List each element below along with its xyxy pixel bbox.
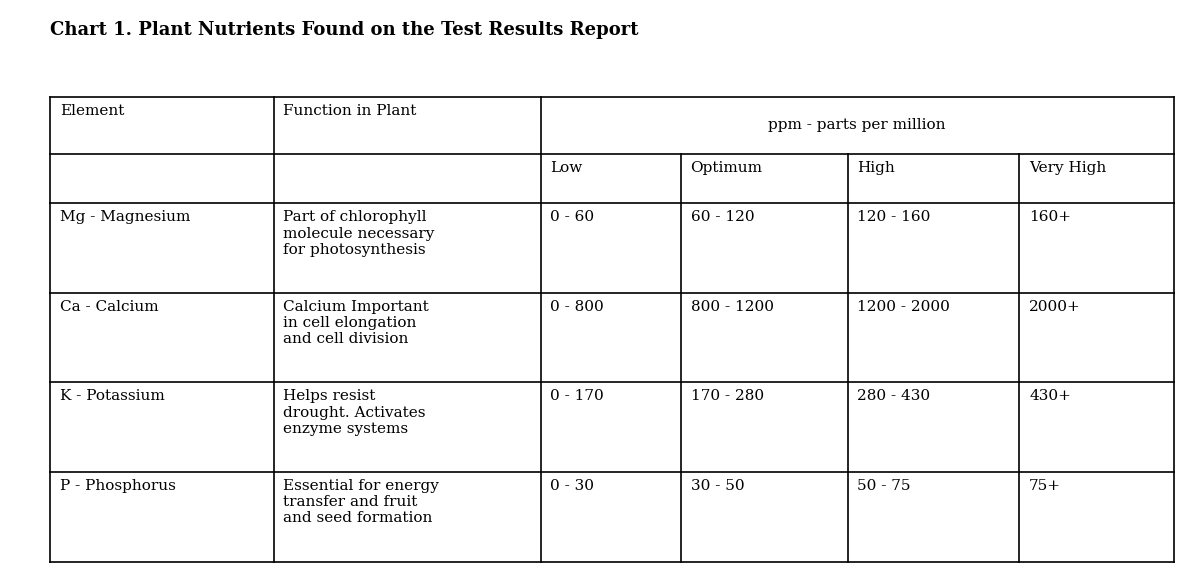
Text: Mg - Magnesium: Mg - Magnesium bbox=[60, 211, 191, 225]
Text: ppm - parts per million: ppm - parts per million bbox=[768, 118, 946, 132]
Text: 0 - 800: 0 - 800 bbox=[550, 300, 604, 314]
Text: Helps resist
drought. Activates
enzyme systems: Helps resist drought. Activates enzyme s… bbox=[283, 389, 426, 436]
Text: Low: Low bbox=[550, 161, 582, 175]
Text: Chart 1. Plant Nutrients Found on the Test Results Report: Chart 1. Plant Nutrients Found on the Te… bbox=[50, 21, 638, 39]
Text: 60 - 120: 60 - 120 bbox=[690, 211, 754, 225]
Text: High: High bbox=[857, 161, 895, 175]
Text: Ca - Calcium: Ca - Calcium bbox=[60, 300, 158, 314]
Text: Part of chlorophyll
molecule necessary
for photosynthesis: Part of chlorophyll molecule necessary f… bbox=[283, 211, 434, 257]
Text: Optimum: Optimum bbox=[690, 161, 762, 175]
Text: 75+: 75+ bbox=[1030, 479, 1061, 493]
Text: Very High: Very High bbox=[1030, 161, 1106, 175]
Text: 0 - 170: 0 - 170 bbox=[550, 389, 604, 403]
Text: 2000+: 2000+ bbox=[1030, 300, 1081, 314]
Text: 30 - 50: 30 - 50 bbox=[690, 479, 744, 493]
Text: P - Phosphorus: P - Phosphorus bbox=[60, 479, 176, 493]
Text: Element: Element bbox=[60, 104, 125, 118]
Text: 1200 - 2000: 1200 - 2000 bbox=[857, 300, 950, 314]
Text: 170 - 280: 170 - 280 bbox=[690, 389, 763, 403]
Text: Function in Plant: Function in Plant bbox=[283, 104, 416, 118]
Text: 430+: 430+ bbox=[1030, 389, 1070, 403]
Text: Calcium Important
in cell elongation
and cell division: Calcium Important in cell elongation and… bbox=[283, 300, 428, 346]
Text: Essential for energy
transfer and fruit
and seed formation: Essential for energy transfer and fruit … bbox=[283, 479, 439, 526]
Text: 280 - 430: 280 - 430 bbox=[857, 389, 930, 403]
Text: K - Potassium: K - Potassium bbox=[60, 389, 164, 403]
Text: 800 - 1200: 800 - 1200 bbox=[690, 300, 774, 314]
Text: 120 - 160: 120 - 160 bbox=[857, 211, 931, 225]
Text: 160+: 160+ bbox=[1030, 211, 1072, 225]
Text: 0 - 30: 0 - 30 bbox=[550, 479, 594, 493]
Text: 50 - 75: 50 - 75 bbox=[857, 479, 911, 493]
Text: 0 - 60: 0 - 60 bbox=[550, 211, 594, 225]
